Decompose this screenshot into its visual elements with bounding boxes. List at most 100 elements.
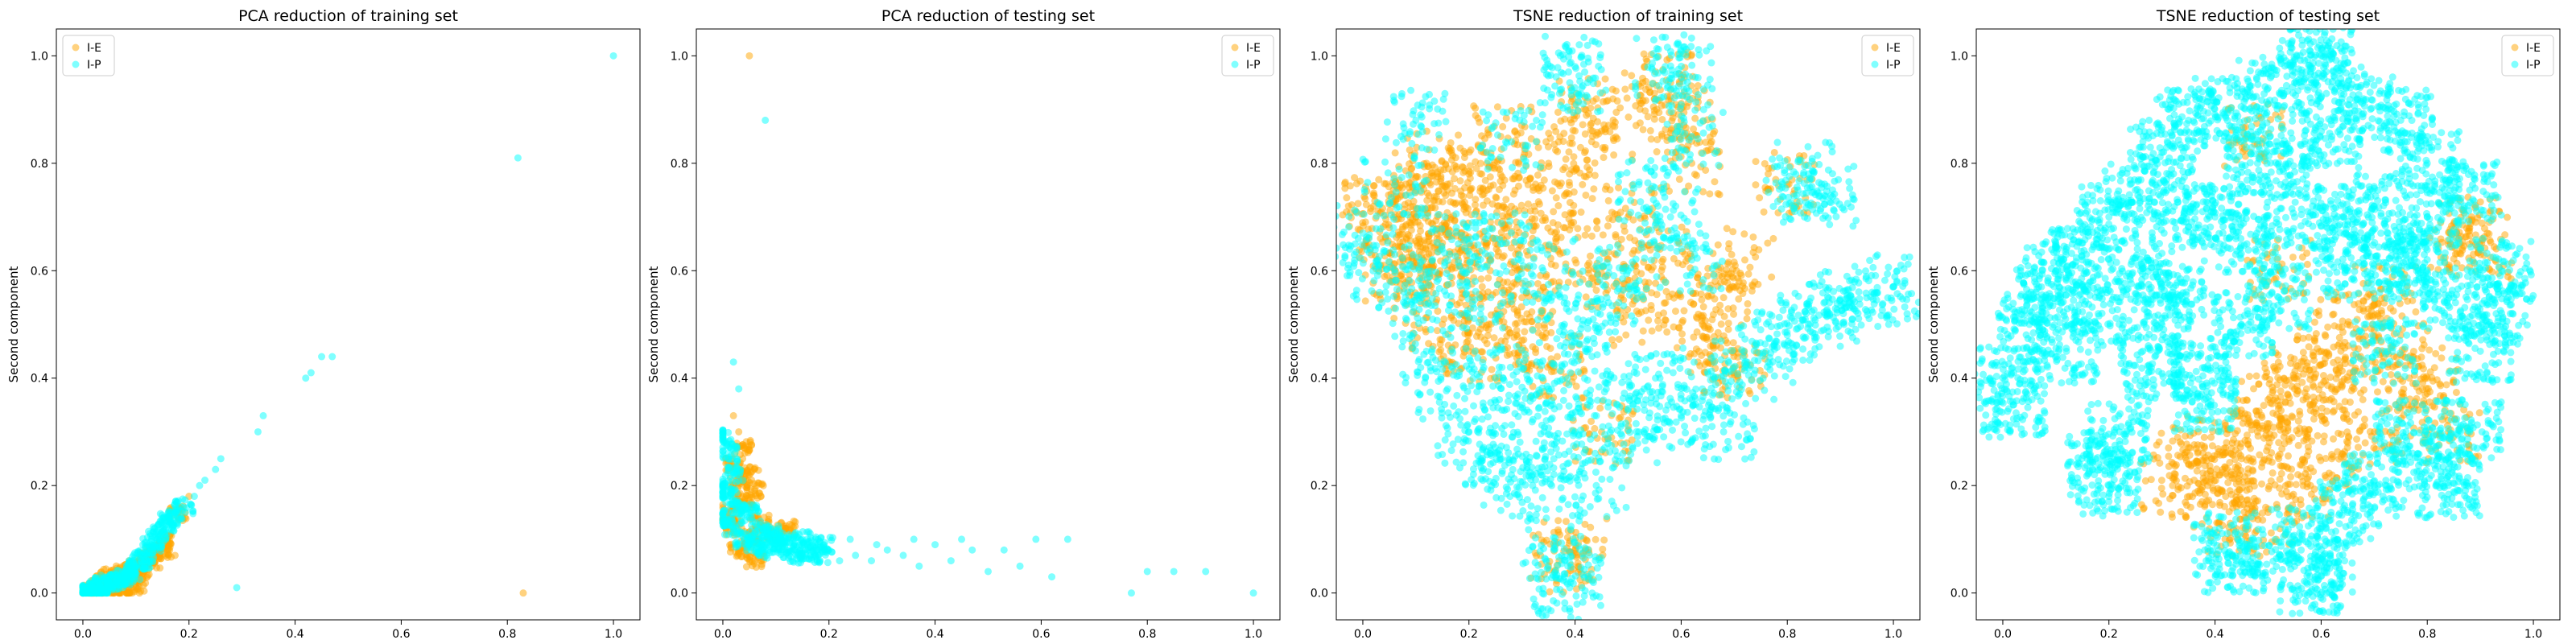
- data-point: [1479, 184, 1487, 192]
- data-point: [1515, 159, 1523, 167]
- data-point: [1398, 343, 1406, 351]
- data-point: [1528, 318, 1536, 326]
- data-point: [1480, 501, 1488, 509]
- data-point: [1391, 332, 1399, 341]
- data-point: [1484, 413, 1492, 421]
- data-point: [1561, 211, 1569, 219]
- data-point: [1554, 528, 1563, 536]
- data-point: [1769, 234, 1777, 242]
- y-tick-label: 0.2: [1311, 480, 1328, 493]
- data-point: [1625, 456, 1633, 464]
- data-point: [1048, 573, 1056, 581]
- data-point: [1452, 458, 1460, 466]
- data-point: [1621, 204, 1629, 213]
- data-point: [1399, 329, 1407, 337]
- data-point: [1658, 263, 1666, 271]
- data-point: [1619, 394, 1627, 402]
- data-point: [1697, 290, 1705, 298]
- data-point: [1501, 337, 1509, 345]
- data-point: [1711, 358, 1719, 366]
- data-point: [1622, 419, 1630, 427]
- data-point: [1679, 344, 1687, 352]
- data-point: [1447, 362, 1455, 370]
- data-point: [1731, 411, 1739, 419]
- data-point: [1523, 310, 1531, 318]
- axes-frame: [56, 28, 641, 621]
- data-point: [812, 546, 820, 554]
- data-point: [1624, 114, 1633, 122]
- data-point: [1653, 459, 1662, 467]
- data-point: [751, 464, 759, 472]
- data-point: [1501, 203, 1509, 211]
- data-point: [1475, 424, 1483, 432]
- y-tick-label: 1.0: [671, 50, 688, 63]
- data-point: [1587, 252, 1595, 260]
- data-point: [1399, 237, 1407, 246]
- data-point: [746, 438, 754, 446]
- data-point: [1519, 507, 1527, 515]
- data-point: [759, 481, 767, 489]
- data-point: [1671, 308, 1679, 316]
- data-point: [1562, 518, 1570, 526]
- data-point: [1587, 121, 1595, 129]
- data-point: [1414, 389, 1422, 397]
- data-point: [1670, 353, 1678, 361]
- data-point: [1414, 173, 1422, 181]
- data-point: [1595, 130, 1603, 138]
- data-point: [1628, 72, 1636, 80]
- data-point: [792, 543, 800, 551]
- data-point: [1530, 184, 1538, 192]
- data-point: [1689, 401, 1697, 409]
- data-point: [1339, 258, 1347, 266]
- data-point: [156, 564, 164, 572]
- data-point: [136, 576, 144, 584]
- data-point: [1452, 199, 1460, 207]
- data-point: [1565, 148, 1573, 156]
- data-point: [1352, 291, 1360, 299]
- data-point: [1724, 444, 1732, 452]
- data-point: [770, 530, 778, 538]
- data-point: [1375, 175, 1383, 184]
- data-point: [1370, 277, 1378, 285]
- data-point: [1566, 139, 1574, 147]
- data-point: [1447, 265, 1455, 273]
- data-point: [1425, 309, 1433, 317]
- data-point: [1589, 97, 1597, 105]
- data-point: [1461, 480, 1469, 488]
- data-point: [1470, 102, 1478, 110]
- data-point: [1459, 448, 1468, 456]
- data-point: [122, 589, 130, 597]
- data-point: [749, 506, 757, 514]
- data-point: [1488, 200, 1496, 208]
- data-point: [1648, 327, 1656, 335]
- data-point: [1633, 267, 1641, 275]
- data-point: [1538, 463, 1546, 471]
- data-point: [750, 480, 758, 488]
- data-point: [883, 546, 891, 554]
- data-point: [1617, 235, 1625, 243]
- data-point: [113, 566, 121, 574]
- data-point: [1508, 421, 1516, 429]
- data-point: [1517, 314, 1525, 322]
- data-point: [1551, 229, 1559, 237]
- data-point: [1645, 409, 1653, 417]
- data-point: [744, 513, 752, 521]
- data-point: [1351, 206, 1359, 214]
- data-point: [1650, 115, 1658, 123]
- data-point: [1441, 459, 1449, 467]
- data-point: [1370, 182, 1378, 190]
- data-point: [1341, 184, 1349, 192]
- data-point: [1384, 295, 1392, 303]
- data-point: [1574, 225, 1582, 233]
- data-point: [1541, 456, 1549, 464]
- data-point: [1543, 467, 1551, 475]
- y-tick-label: 0.8: [31, 158, 48, 171]
- data-point: [1601, 128, 1609, 136]
- data-point: [742, 563, 750, 571]
- data-point: [1498, 467, 1506, 475]
- data-point: [1438, 405, 1446, 413]
- data-point: [1488, 365, 1496, 374]
- data-point: [1646, 246, 1654, 254]
- data-point: [519, 589, 527, 597]
- data-point: [1505, 475, 1513, 483]
